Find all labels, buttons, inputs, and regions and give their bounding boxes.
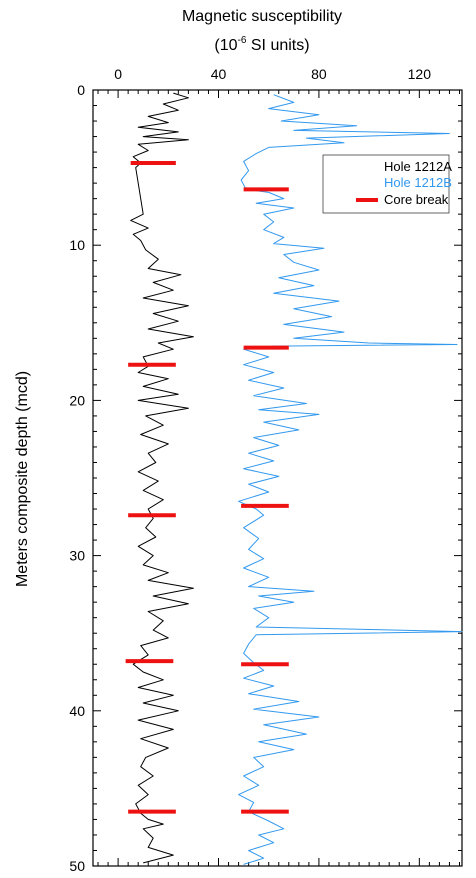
- chart-title: Magnetic susceptibility: [182, 8, 342, 25]
- x-tick-label: 80: [311, 66, 327, 82]
- x-tick-label: 40: [211, 66, 227, 82]
- unit-suffix: SI units): [246, 37, 309, 54]
- x-tick-label: 120: [408, 66, 432, 82]
- legend-hole-1212b-label: Hole 1212B: [384, 175, 452, 190]
- y-tick-label: 50: [69, 858, 85, 874]
- y-tick-label: 40: [69, 703, 85, 719]
- series-hole-1212a-line: [130, 92, 194, 864]
- series-hole-1212b-line: [238, 94, 463, 865]
- chart-unit-label: (10-6 SI units): [214, 35, 309, 54]
- legend-hole-1212a-label: Hole 1212A: [384, 159, 452, 174]
- legend-box: [322, 154, 450, 214]
- y-tick-label: 0: [77, 82, 85, 98]
- y-tick-label: 10: [69, 237, 85, 253]
- unit-exponent: -6: [238, 35, 247, 46]
- unit-prefix: (10: [214, 37, 237, 54]
- y-tick-label: 30: [69, 548, 85, 564]
- x-tick-label: 0: [114, 66, 122, 82]
- y-axis-label: Meters composite depth (mcd): [14, 371, 31, 587]
- y-tick-label: 20: [69, 392, 85, 408]
- legend-core-break-label: Core break: [384, 192, 449, 207]
